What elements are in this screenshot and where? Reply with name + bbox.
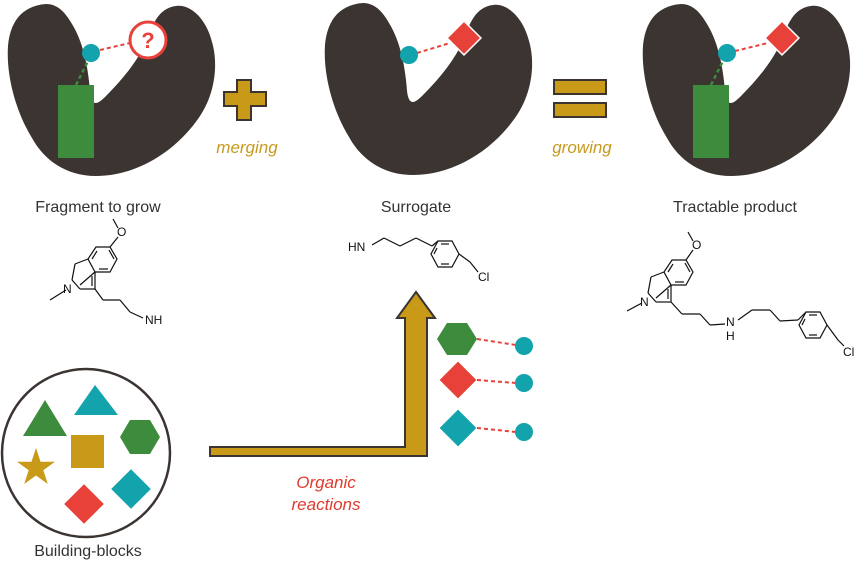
product-red-link	[734, 42, 769, 52]
product-anchor-dot	[718, 44, 736, 62]
product-green-link	[709, 54, 728, 86]
merging-label: merging	[216, 138, 278, 157]
product-diamond	[763, 19, 801, 57]
fragment-link	[74, 54, 93, 86]
reagent-red-diamond	[439, 361, 477, 399]
organic-label-line1: Organic	[296, 473, 356, 492]
green-hexagon-block	[120, 420, 160, 454]
fragment-structure	[49, 218, 144, 319]
building-blocks-title: Building-blocks	[34, 543, 142, 560]
reagent-dot-2	[515, 374, 533, 392]
pocket-fragment	[7, 4, 216, 176]
growing-label: growing	[552, 138, 612, 157]
question-mark: ?	[141, 28, 154, 53]
product-block	[693, 85, 729, 158]
product-o-atom: O	[692, 238, 701, 252]
fragment-anchor-dot	[82, 44, 100, 62]
gold-star-block	[17, 448, 55, 484]
organic-label-line2: reactions	[292, 495, 361, 514]
surrogate-link	[416, 42, 451, 54]
surrogate-structure	[371, 237, 479, 273]
product-nh-n-atom: N	[726, 315, 735, 329]
surrogate-hn-atom: HN	[348, 240, 365, 254]
reaction-arrow	[209, 290, 437, 457]
product-cl-atom: Cl	[843, 345, 854, 359]
product-nh-h-atom: H	[726, 329, 735, 343]
green-triangle-block	[23, 400, 67, 436]
reagent-link-3	[476, 427, 517, 433]
fragment-nh-atom: NH	[145, 313, 162, 327]
fragment-o-atom: O	[117, 225, 126, 239]
surrogate-title: Surrogate	[381, 199, 451, 216]
fragment-n-atom: N	[63, 282, 72, 296]
reagent-green-hexagon	[437, 323, 477, 355]
reagent-teal-diamond	[439, 409, 477, 447]
plus-icon	[223, 79, 267, 121]
teal-triangle-block	[74, 385, 118, 415]
gold-square-block	[71, 435, 104, 468]
equals-bar-top	[553, 79, 607, 95]
equals-bar-bottom	[553, 102, 607, 118]
product-n-atom: N	[640, 295, 649, 309]
surrogate-anchor-dot	[400, 46, 418, 64]
reagent-dot-1	[515, 337, 533, 355]
surrogate-diamond	[445, 19, 483, 57]
pocket-product	[642, 4, 851, 176]
product-structure	[626, 231, 845, 347]
fragment-block	[58, 85, 94, 158]
pocket-surrogate	[324, 3, 533, 175]
fragment-title: Fragment to grow	[35, 199, 161, 216]
question-circle	[128, 20, 168, 60]
reagent-link-2	[476, 379, 517, 384]
surrogate-cl-atom: Cl	[478, 270, 489, 284]
reagent-dot-3	[515, 423, 533, 441]
question-link	[99, 42, 131, 51]
product-title: Tractable product	[673, 199, 797, 216]
reagent-link-1	[476, 338, 517, 346]
